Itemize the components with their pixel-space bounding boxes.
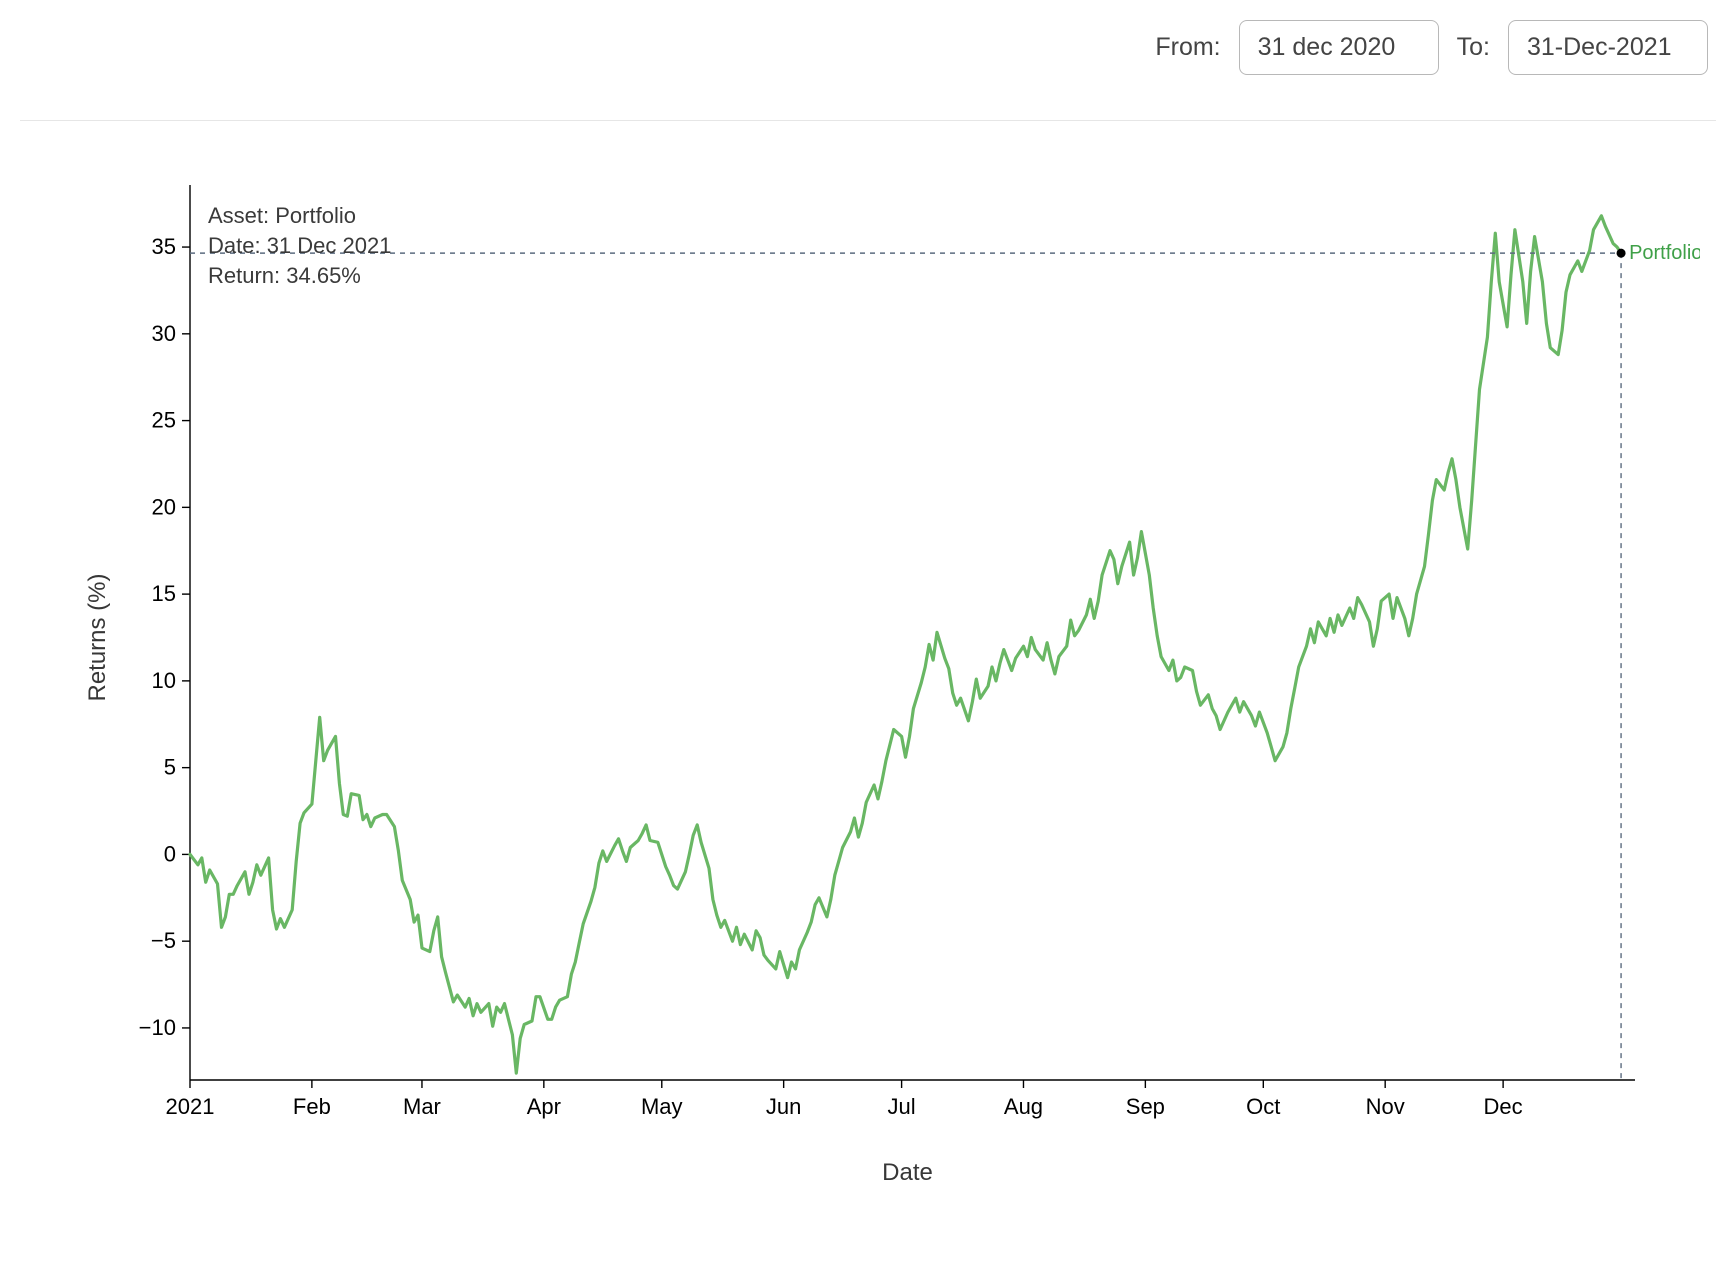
- svg-text:15: 15: [152, 581, 176, 606]
- returns-chart[interactable]: −10 −5 0 5 10 15 20 25 30 35 2021 Feb Mar Apr May Jun Ju…: [60, 160, 1700, 1240]
- svg-text:Apr: Apr: [527, 1094, 561, 1119]
- svg-text:Jun: Jun: [766, 1094, 801, 1119]
- svg-text:−10: −10: [139, 1015, 176, 1040]
- svg-text:Dec: Dec: [1484, 1094, 1523, 1119]
- svg-text:2021: 2021: [166, 1094, 215, 1119]
- svg-text:Sep: Sep: [1126, 1094, 1165, 1119]
- svg-text:Oct: Oct: [1246, 1094, 1280, 1119]
- from-date-input[interactable]: [1239, 20, 1439, 75]
- svg-text:Date: 31 Dec 2021: Date: 31 Dec 2021: [208, 233, 391, 258]
- svg-text:30: 30: [152, 321, 176, 346]
- toolbar-separator: [20, 120, 1716, 121]
- svg-text:20: 20: [152, 494, 176, 519]
- svg-text:Jul: Jul: [888, 1094, 916, 1119]
- svg-text:Asset: Portfolio: Asset: Portfolio: [208, 203, 356, 228]
- chart-svg: −10 −5 0 5 10 15 20 25 30 35 2021 Feb Mar Apr May Jun Ju…: [60, 160, 1700, 1240]
- svg-text:25: 25: [152, 408, 176, 433]
- svg-text:Mar: Mar: [403, 1094, 441, 1119]
- svg-text:35: 35: [152, 234, 176, 259]
- svg-text:Date: Date: [882, 1159, 933, 1186]
- from-label: From:: [1155, 33, 1220, 62]
- svg-text:−5: −5: [151, 928, 176, 953]
- svg-text:Nov: Nov: [1366, 1094, 1405, 1119]
- to-date-input[interactable]: [1508, 20, 1708, 75]
- svg-text:0: 0: [164, 841, 176, 866]
- svg-text:May: May: [641, 1094, 683, 1119]
- date-range-toolbar: From: To:: [1155, 20, 1708, 75]
- svg-text:Portfolio: Portfolio: [1629, 242, 1700, 264]
- svg-text:Return: 34.65%: Return: 34.65%: [208, 263, 361, 288]
- svg-text:Feb: Feb: [293, 1094, 331, 1119]
- svg-text:5: 5: [164, 755, 176, 780]
- svg-text:Aug: Aug: [1004, 1094, 1043, 1119]
- page-root: From: To: −10 −5 0 5 10 15 20 25 30 35 2021 Feb Mar A…: [0, 0, 1736, 1274]
- svg-text:Returns (%): Returns (%): [84, 573, 111, 701]
- svg-text:10: 10: [152, 668, 176, 693]
- to-label: To:: [1457, 33, 1490, 62]
